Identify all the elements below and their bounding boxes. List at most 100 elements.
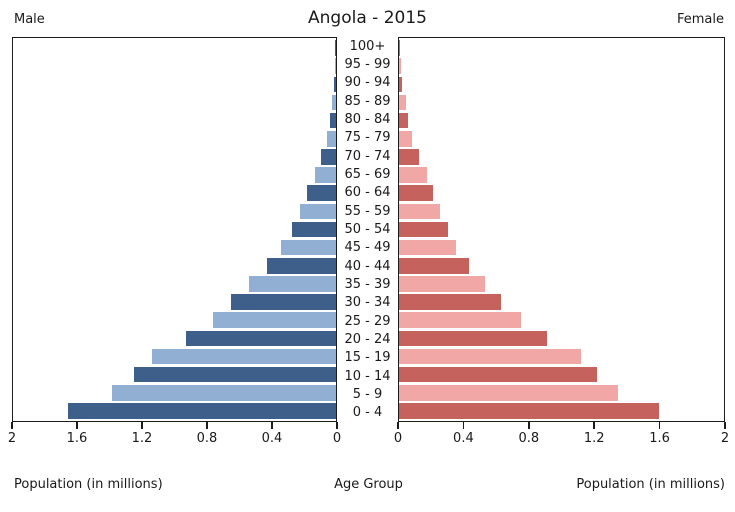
age-label-25-29: 25 - 29 xyxy=(344,313,391,329)
female-row-15-19 xyxy=(399,347,724,365)
female-row-55-59 xyxy=(399,202,724,220)
male-bar-90-94 xyxy=(334,76,336,93)
female-axis-ticklabel-1.6: 1.6 xyxy=(649,431,670,446)
female-axis-ticklabel-0.8: 0.8 xyxy=(518,431,540,446)
female-bar-80-84 xyxy=(399,112,409,129)
male-bar-85-89 xyxy=(332,94,336,111)
age-label-45-49: 45 - 49 xyxy=(344,240,391,256)
female-axis-title: Population (in millions) xyxy=(576,477,725,492)
female-bar-20-24 xyxy=(399,330,547,347)
female-axis-tickmark-0.4 xyxy=(462,422,465,429)
female-bar-40-44 xyxy=(399,257,469,274)
age-label-85-89: 85 - 89 xyxy=(344,93,391,109)
male-axis-ticks: 2 1.6 1.2 0.8 0.4 0 xyxy=(8,422,341,448)
male-bar-35-39 xyxy=(248,276,336,292)
male-bar-40-44 xyxy=(266,257,336,274)
male-row-10-14 xyxy=(13,366,336,384)
male-row-20-24 xyxy=(13,329,336,347)
female-bar-50-54 xyxy=(399,221,448,238)
male-row-15-19 xyxy=(13,347,336,365)
female-row-50-54 xyxy=(399,220,724,238)
age-label-10-14: 10 - 14 xyxy=(344,368,391,384)
male-row-45-49 xyxy=(13,239,336,257)
age-label-15-19: 15 - 19 xyxy=(344,350,391,366)
male-bar-25-29 xyxy=(213,312,336,328)
age-label-0-4: 0 - 4 xyxy=(352,405,383,421)
age-label-95-99: 95 - 99 xyxy=(344,56,391,72)
female-bar-70-74 xyxy=(399,149,419,165)
female-bar-90-94 xyxy=(399,76,403,93)
age-label-80-84: 80 - 84 xyxy=(344,111,391,127)
female-row-60-64 xyxy=(399,184,724,202)
male-row-35-39 xyxy=(13,275,336,293)
male-axis-ticklabel-0.8: 0.8 xyxy=(196,431,218,446)
female-row-35-39 xyxy=(399,275,724,293)
female-axis-ticklabel-0: 0 xyxy=(393,431,403,446)
male-row-60-64 xyxy=(13,184,336,202)
male-panel xyxy=(12,37,337,422)
female-row-5-9 xyxy=(399,384,724,402)
female-row-45-49 xyxy=(399,239,724,257)
male-row-100plus xyxy=(13,39,336,57)
female-row-95-99 xyxy=(399,57,724,75)
male-axis-tickmark-0.8 xyxy=(206,422,208,429)
male-axis-tickmark-0.4 xyxy=(271,422,273,429)
female-bar-55-59 xyxy=(399,203,440,220)
age-label-50-54: 50 - 54 xyxy=(344,221,391,237)
female-bar-30-34 xyxy=(399,294,502,310)
male-row-25-29 xyxy=(13,311,336,329)
female-bar-95-99 xyxy=(399,58,401,75)
female-bar-25-29 xyxy=(399,312,521,328)
male-row-90-94 xyxy=(13,75,336,93)
female-row-25-29 xyxy=(399,311,724,329)
male-bar-20-24 xyxy=(185,330,336,347)
female-row-20-24 xyxy=(399,329,724,347)
male-row-65-69 xyxy=(13,166,336,184)
male-bar-65-69 xyxy=(315,167,336,183)
male-row-70-74 xyxy=(13,148,336,166)
female-axis-tickmark-0.8 xyxy=(528,422,530,429)
age-label-5-9: 5 - 9 xyxy=(352,386,383,402)
female-axis-tickmark-2 xyxy=(724,422,726,429)
male-axis-tickmark-1.2 xyxy=(141,422,143,429)
male-axis-ticklabel-0: 0 xyxy=(332,431,342,446)
male-axis-ticklabel-1.6: 1.6 xyxy=(66,431,88,446)
female-axis-tickmark-1.6 xyxy=(658,422,661,429)
age-label-40-44: 40 - 44 xyxy=(344,258,391,274)
age-label-55-59: 55 - 59 xyxy=(344,203,391,219)
female-bar-45-49 xyxy=(399,239,456,256)
female-axis-ticklabel-0.4: 0.4 xyxy=(453,431,474,446)
male-bar-10-14 xyxy=(134,366,336,383)
age-label-35-39: 35 - 39 xyxy=(344,276,391,292)
female-side-label: Female xyxy=(676,12,724,27)
male-bar-75-79 xyxy=(327,130,336,147)
male-axis-title: Population (in millions) xyxy=(14,477,163,492)
male-bar-55-59 xyxy=(300,203,336,220)
female-axis-ticks: 0 0.4 0.8 1.2 1.6 2 xyxy=(394,422,729,448)
male-row-40-44 xyxy=(13,257,336,275)
male-row-5-9 xyxy=(13,384,336,402)
male-bar-5-9 xyxy=(111,384,336,401)
male-bar-70-74 xyxy=(321,149,336,165)
female-bar-100plus xyxy=(399,40,400,56)
male-row-75-79 xyxy=(13,130,336,148)
male-axis-ticklabel-1.2: 1.2 xyxy=(131,431,153,446)
female-row-90-94 xyxy=(399,75,724,93)
male-row-30-34 xyxy=(13,293,336,311)
age-label-60-64: 60 - 64 xyxy=(344,185,391,201)
male-axis-ticklabel-0.4: 0.4 xyxy=(261,431,283,446)
female-row-40-44 xyxy=(399,257,724,275)
male-axis-tickmark-1.6 xyxy=(76,422,78,429)
female-panel xyxy=(398,37,725,422)
female-bar-60-64 xyxy=(399,185,434,202)
female-bar-10-14 xyxy=(399,366,598,383)
chart-title: Angola - 2015 xyxy=(308,8,427,28)
male-bar-15-19 xyxy=(151,348,336,365)
female-bar-75-79 xyxy=(399,130,413,147)
male-axis-ticklabel-2: 2 xyxy=(7,431,17,446)
male-axis-tickmark-0 xyxy=(336,422,338,429)
female-row-100plus xyxy=(399,39,724,57)
male-bar-95-99 xyxy=(334,58,336,75)
age-label-30-34: 30 - 34 xyxy=(344,295,391,311)
age-label-70-74: 70 - 74 xyxy=(344,148,391,164)
